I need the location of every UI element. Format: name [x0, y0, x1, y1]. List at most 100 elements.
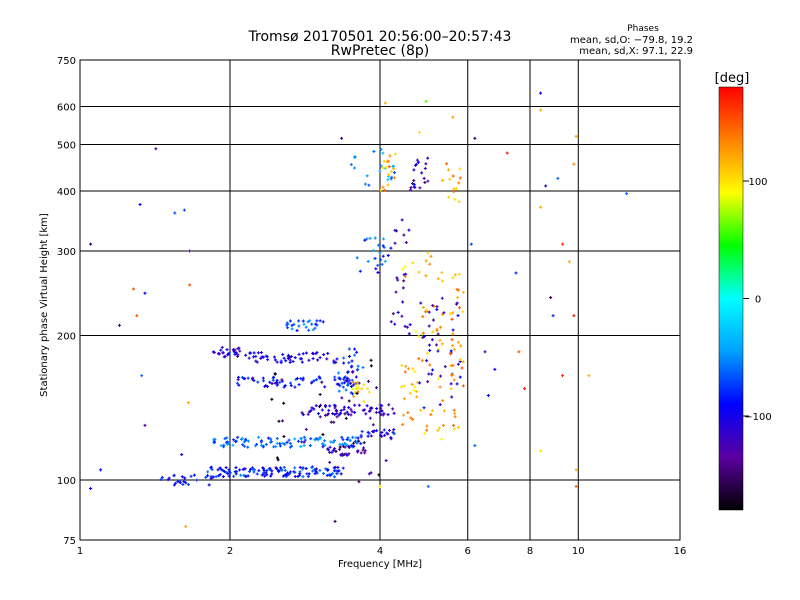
data-point [285, 323, 289, 327]
data-point [539, 91, 543, 95]
data-point [315, 319, 319, 323]
data-point [440, 271, 444, 275]
data-point [429, 413, 433, 417]
data-point [369, 471, 373, 475]
data-point [300, 411, 304, 415]
data-point [322, 353, 326, 357]
data-point [383, 101, 387, 105]
data-point [278, 442, 282, 446]
data-point [417, 130, 421, 134]
data-point [389, 177, 393, 181]
data-point [375, 429, 379, 433]
data-point [246, 474, 250, 478]
data-point [384, 166, 388, 170]
data-point [351, 392, 355, 396]
data-point [311, 469, 315, 473]
data-point [436, 349, 440, 353]
data-point [232, 474, 236, 478]
x-tick-label: 6 [465, 546, 471, 557]
data-point [334, 360, 338, 364]
y-tick-label: 500 [57, 141, 76, 152]
data-point [323, 385, 327, 389]
data-point [312, 379, 316, 383]
data-point [313, 326, 317, 330]
data-point [331, 440, 335, 444]
data-point [421, 331, 425, 335]
data-point [269, 474, 273, 478]
data-point [213, 437, 217, 441]
data-point [402, 273, 406, 277]
data-point [213, 440, 217, 444]
data-point [268, 380, 272, 384]
data-point [350, 378, 354, 382]
data-point [252, 468, 256, 472]
data-point [283, 468, 287, 472]
data-point [259, 356, 263, 360]
data-point [401, 286, 405, 290]
data-point [289, 381, 293, 385]
data-point [411, 261, 415, 265]
data-point [421, 305, 425, 309]
data-point [392, 171, 396, 175]
data-point [451, 332, 455, 336]
data-point [625, 192, 629, 196]
data-point [89, 487, 93, 491]
data-point [403, 275, 407, 279]
data-point [421, 336, 425, 340]
data-point [458, 358, 462, 362]
data-point [240, 436, 244, 440]
data-point [456, 296, 460, 300]
data-point [342, 356, 346, 360]
data-point [281, 353, 285, 357]
data-point [227, 469, 231, 473]
data-point [456, 314, 460, 318]
data-point [453, 415, 457, 419]
data-point [342, 361, 346, 365]
data-point [302, 444, 306, 448]
data-point [431, 303, 435, 307]
data-point [340, 443, 344, 447]
data-point [306, 412, 310, 416]
data-point [252, 379, 256, 383]
data-point [275, 378, 279, 382]
data-point [347, 406, 351, 410]
data-point [425, 428, 429, 432]
data-point [283, 442, 287, 446]
data-point [449, 387, 453, 391]
data-point [340, 396, 344, 400]
data-point [404, 241, 408, 245]
data-point [300, 360, 304, 364]
data-point [246, 376, 250, 380]
data-point [395, 276, 399, 280]
data-point [293, 474, 297, 478]
data-point [293, 466, 297, 470]
data-point [415, 395, 419, 399]
data-point [181, 482, 185, 486]
data-point [362, 441, 366, 445]
data-point [154, 147, 158, 151]
data-point [408, 323, 412, 327]
data-point [274, 445, 278, 449]
data-point [368, 416, 372, 420]
data-point [366, 434, 370, 438]
data-point [349, 407, 353, 411]
data-point [461, 360, 465, 364]
data-point [363, 182, 367, 186]
data-point [386, 159, 390, 163]
y-tick-label: 300 [57, 247, 76, 258]
data-point [334, 449, 338, 453]
x-tick-label: 4 [377, 546, 383, 557]
data-point [246, 439, 250, 443]
data-point [351, 387, 355, 391]
data-point [380, 409, 384, 413]
data-point [381, 166, 385, 170]
data-point [401, 267, 405, 271]
data-point [452, 427, 456, 431]
data-point [456, 362, 460, 366]
data-point [160, 475, 164, 479]
data-point [458, 375, 462, 379]
data-point [370, 406, 374, 410]
data-point [306, 320, 310, 324]
x-tick-label: 8 [527, 546, 533, 557]
data-point [218, 466, 222, 470]
